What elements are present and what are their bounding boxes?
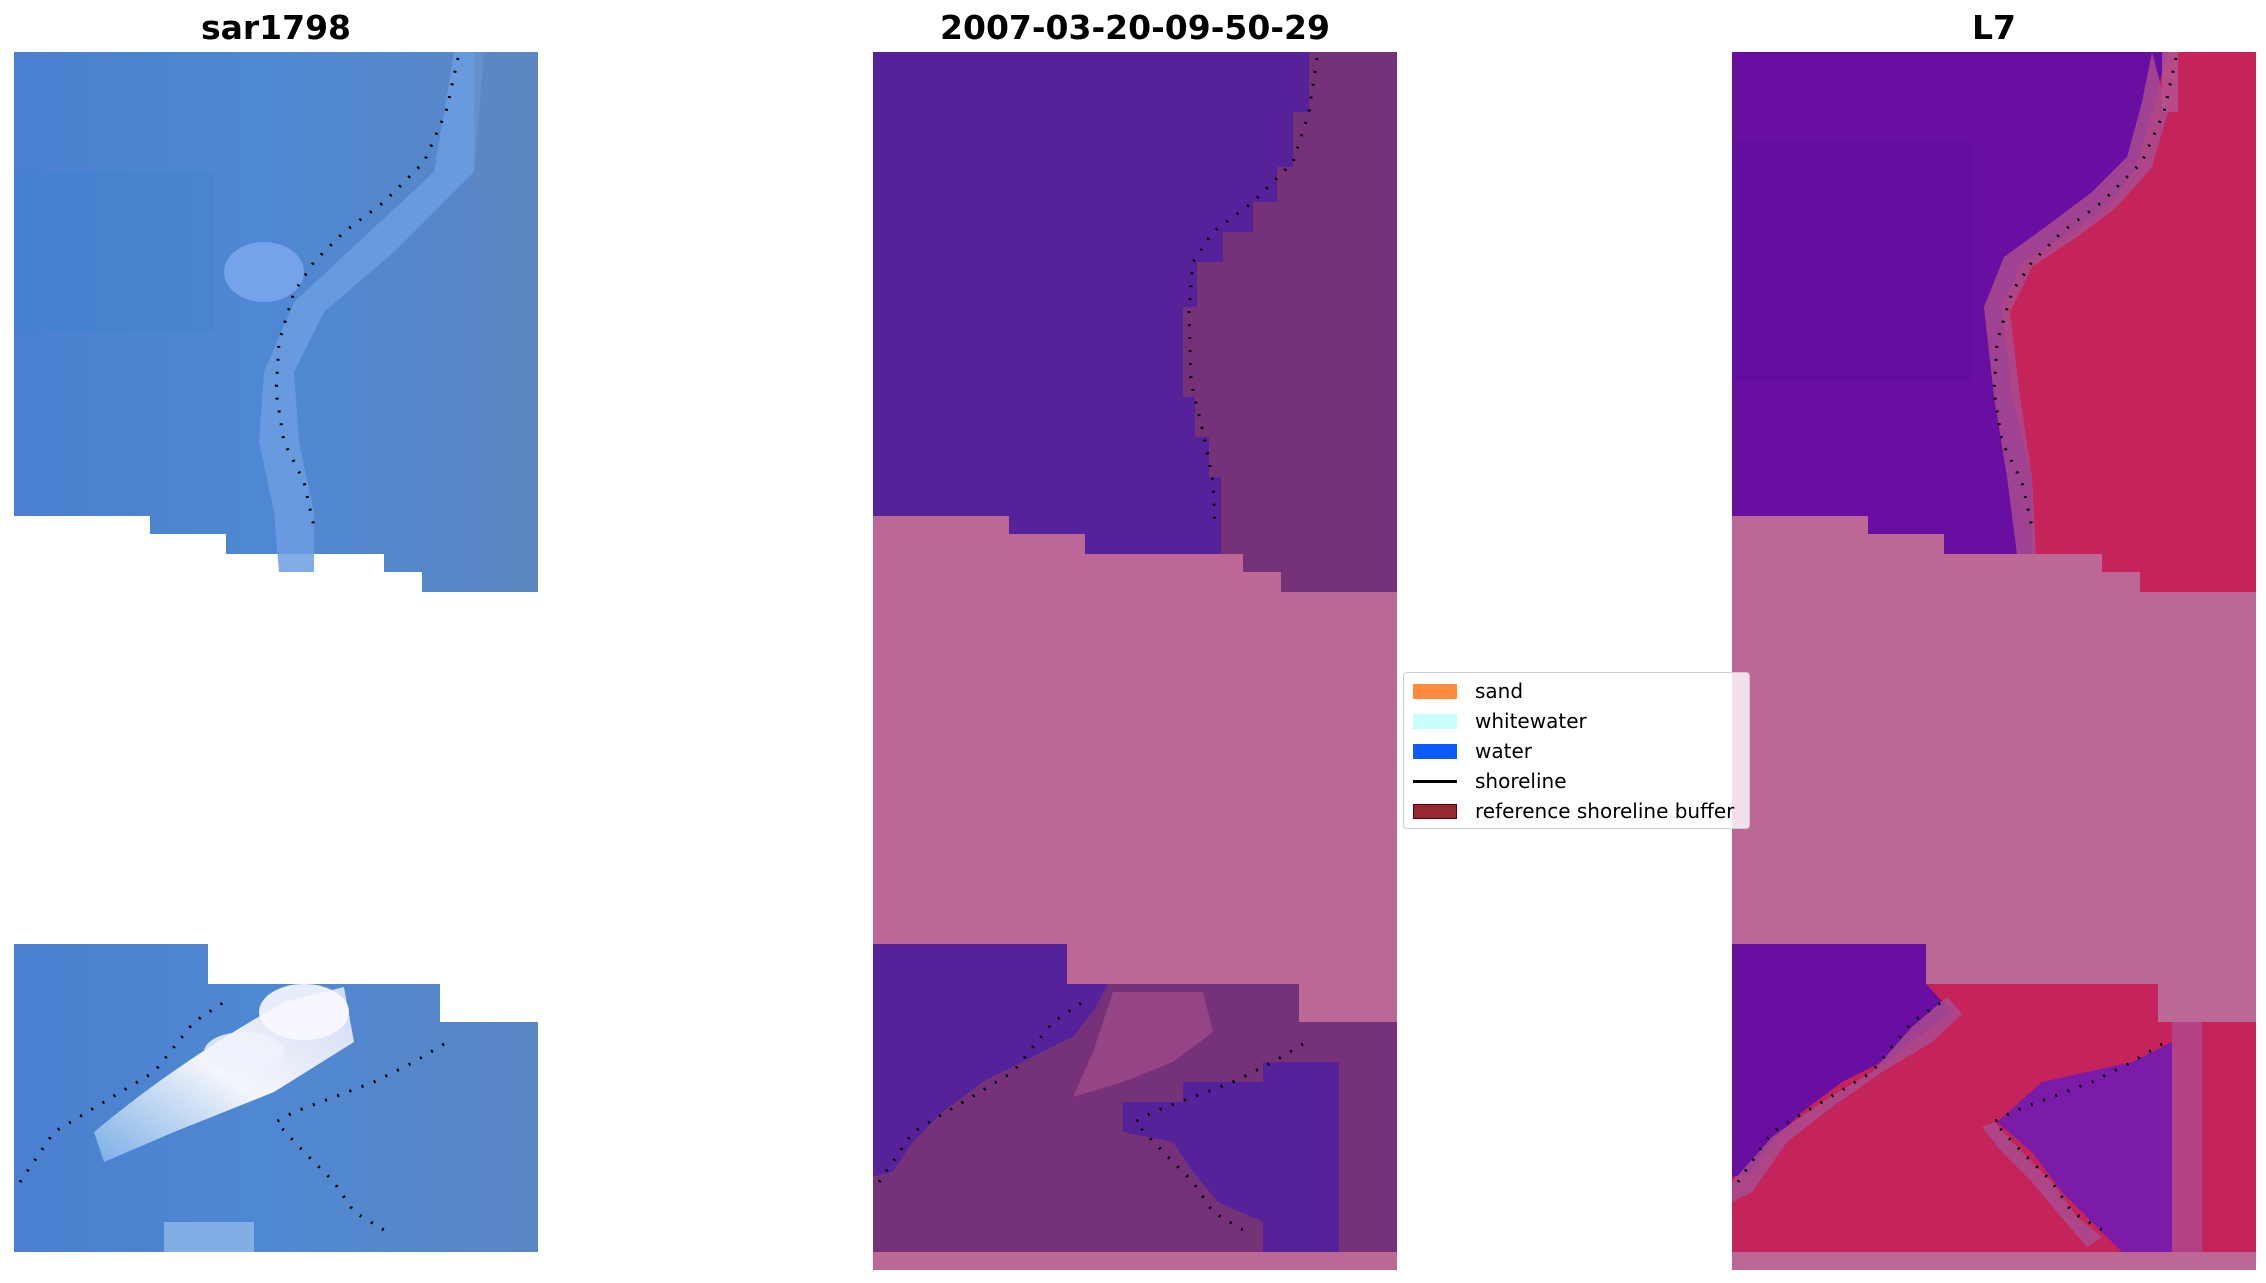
legend-item-shoreline: shoreline: [1413, 766, 1743, 796]
classified-image: [873, 52, 1397, 1270]
shoreline-line: [1413, 780, 1457, 783]
legend-item-whitewater: whitewater: [1413, 706, 1743, 736]
legend-item-water: water: [1413, 736, 1743, 766]
panel-title-index: L7: [1972, 8, 2016, 47]
shoreline-dots: [877, 57, 1319, 1232]
classified-image-panel: [873, 52, 1397, 1270]
legend-label-reference-buffer: reference shoreline buffer: [1475, 799, 1735, 823]
legend-label-shoreline: shoreline: [1475, 769, 1567, 793]
legend-label-water: water: [1475, 739, 1532, 763]
sand-swatch: [1413, 684, 1457, 699]
reference-buffer-swatch: [1413, 804, 1457, 819]
legend-label-whitewater: whitewater: [1475, 709, 1587, 733]
water-swatch: [1413, 744, 1457, 759]
rgb-image-panel: [14, 52, 538, 1270]
panel-title-classified: 2007-03-20-09-50-29: [940, 8, 1330, 47]
index-image: [1732, 52, 2256, 1270]
legend-label-sand: sand: [1475, 679, 1524, 703]
index-image-panel: [1732, 52, 2256, 1270]
shoreline-dots: [1736, 57, 2178, 1232]
rgb-image: [14, 52, 538, 1252]
legend-item-sand: sand: [1413, 676, 1743, 706]
legend-item-reference-buffer: reference shoreline buffer: [1413, 796, 1743, 826]
whitewater-swatch: [1413, 714, 1457, 729]
shoreline-dots: [18, 57, 460, 1232]
panel-title-rgb: sar1798: [200, 8, 352, 47]
legend: sand whitewater water shoreline referenc…: [1403, 672, 1750, 829]
